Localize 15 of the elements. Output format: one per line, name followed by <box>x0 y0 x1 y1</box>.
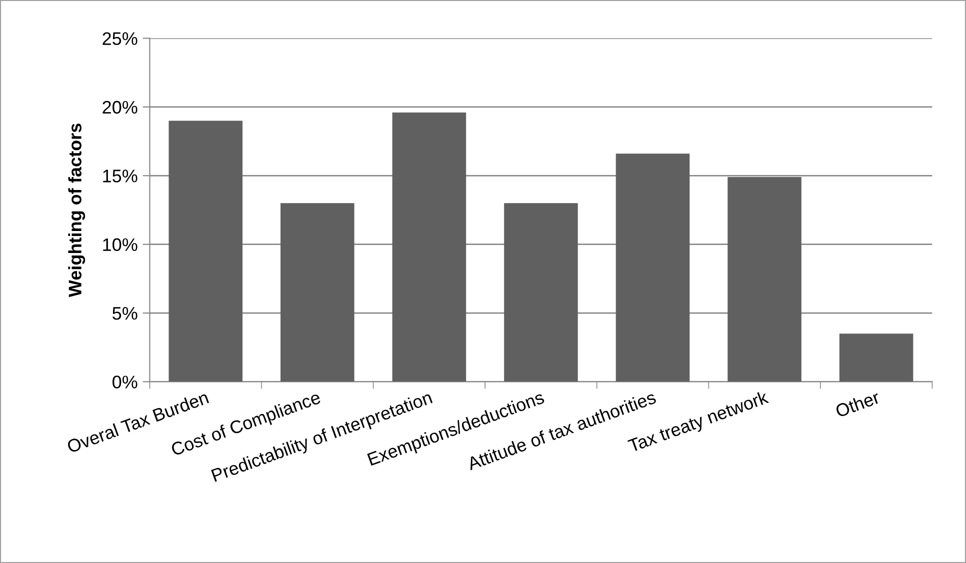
y-tick-label: 5% <box>112 307 138 320</box>
bar <box>839 334 914 382</box>
bar <box>392 112 466 382</box>
y-tick-label: 10% <box>103 238 138 252</box>
bar <box>616 154 690 382</box>
bar <box>504 203 578 382</box>
x-tick-label: Other <box>834 390 881 418</box>
y-tick-label: 25% <box>102 32 138 46</box>
bar <box>280 203 354 382</box>
y-tick-label: 15% <box>103 170 138 182</box>
y-tick-label: 0% <box>112 376 138 388</box>
bar <box>728 177 802 382</box>
y-axis-title: Weighting of factors <box>68 124 86 298</box>
y-tick-label: 20% <box>102 100 138 114</box>
bar <box>168 120 243 382</box>
